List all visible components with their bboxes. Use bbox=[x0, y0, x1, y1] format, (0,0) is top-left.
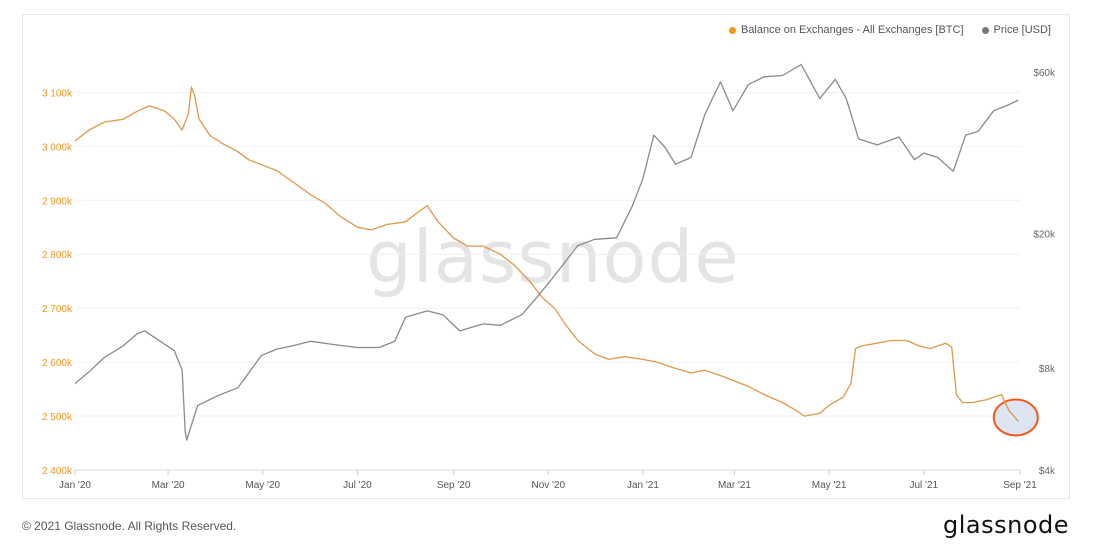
y-left-tick-label: 2 500k bbox=[42, 412, 73, 423]
y-left-tick-label: 2 700k bbox=[42, 304, 73, 315]
x-tick-label: Sep '20 bbox=[437, 480, 471, 491]
x-tick-label: May '21 bbox=[812, 480, 847, 491]
y-left-tick-label: 2 600k bbox=[42, 358, 73, 369]
legend-item-price[interactable]: Price [USD] bbox=[981, 24, 1051, 36]
legend-dot-balance-icon bbox=[728, 26, 736, 34]
x-tick-label: Jul '21 bbox=[909, 480, 938, 491]
x-tick-label: Jul '20 bbox=[343, 480, 372, 491]
copyright-text: © 2021 Glassnode. All Rights Reserved. bbox=[22, 519, 237, 533]
y-left-tick-label: 3 000k bbox=[42, 142, 73, 153]
y-right-tick-label: $4k bbox=[1039, 466, 1056, 477]
legend-label-balance: Balance on Exchanges - All Exchanges [BT… bbox=[740, 24, 964, 36]
x-tick-label: Jan '21 bbox=[627, 480, 659, 491]
watermark: glassnode bbox=[366, 215, 740, 299]
legend-dot-price-icon bbox=[981, 26, 989, 34]
x-tick-label: Jan '20 bbox=[59, 480, 91, 491]
line-chart: 2 400k 2 500k 2 600k 2 700k 2 800k 2 900k 3 00… bbox=[42, 63, 1056, 491]
y-right-tick-label: $8k bbox=[1039, 364, 1056, 375]
x-tick-label: May '20 bbox=[245, 480, 280, 491]
y-left-tick-label: 3 100k bbox=[42, 88, 73, 99]
x-tick-label: Nov '20 bbox=[531, 480, 565, 491]
chart-legend: Balance on Exchanges - All Exchanges [BT… bbox=[728, 24, 1051, 36]
brand-logo: glassnode bbox=[942, 511, 1069, 539]
y-left-tick-label: 2 800k bbox=[42, 250, 73, 261]
x-tick-label: Sep '21 bbox=[1003, 480, 1037, 491]
y-left-tick-label: 2 400k bbox=[42, 466, 73, 477]
x-tick-label: Mar '21 bbox=[718, 480, 751, 491]
price-series-line bbox=[74, 63, 1019, 441]
y-right-tick-label: $60k bbox=[1033, 68, 1056, 79]
balance-series-line bbox=[74, 86, 1019, 422]
chart-panel bbox=[22, 14, 1070, 499]
y-left-tick-label: 2 900k bbox=[42, 196, 73, 207]
legend-label-price: Price [USD] bbox=[993, 24, 1051, 36]
x-tick-label: Mar '20 bbox=[152, 480, 185, 491]
y-right-tick-label: $20k bbox=[1033, 229, 1056, 240]
legend-item-balance[interactable]: Balance on Exchanges - All Exchanges [BT… bbox=[728, 24, 964, 36]
